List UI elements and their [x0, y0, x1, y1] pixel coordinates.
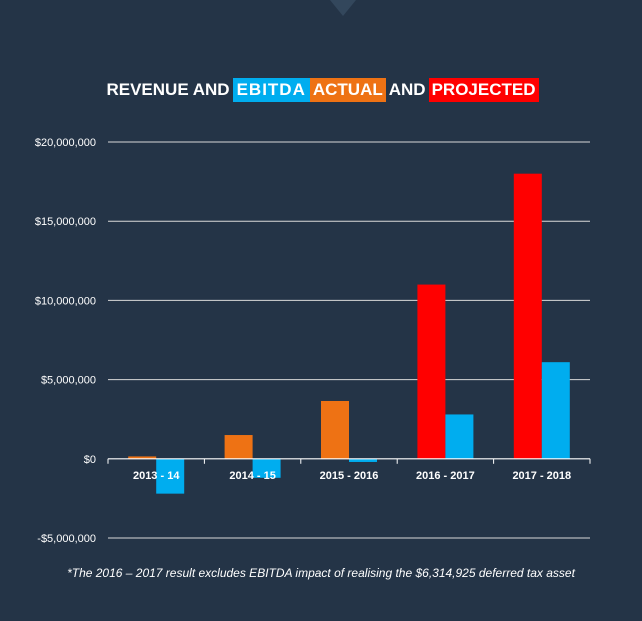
title-actual-highlight: ACTUAL — [309, 78, 386, 102]
chart-title: REVENUE AND EBITDA ACTUAL AND PROJECTED — [0, 78, 642, 102]
y-tick-label: -$5,000,000 — [37, 533, 96, 545]
y-tick-label: $15,000,000 — [35, 216, 96, 228]
ebitda-bar — [445, 414, 474, 459]
top-notch-decoration — [330, 0, 356, 16]
x-category-label: 2015 - 2016 — [320, 470, 379, 482]
ebitda-bar — [349, 458, 377, 462]
footnote: *The 2016 – 2017 result excludes EBITDA … — [67, 566, 575, 580]
x-category-label: 2014 - 15 — [229, 470, 275, 482]
revenue-bar — [128, 456, 157, 459]
title-revenue-and: REVENUE AND — [106, 80, 230, 99]
y-tick-label: $5,000,000 — [41, 375, 96, 387]
revenue-bar — [321, 400, 349, 459]
y-tick-label: $10,000,000 — [35, 295, 96, 307]
revenue-bar — [513, 173, 542, 459]
y-tick-label: $0 — [84, 454, 96, 466]
x-category-label: 2016 - 2017 — [416, 470, 475, 482]
y-tick-label: $20,000,000 — [35, 137, 96, 149]
ebitda-bar — [252, 458, 281, 478]
x-category-label: 2013 - 14 — [133, 470, 180, 482]
title-and: AND — [388, 80, 426, 99]
x-category-label: 2017 - 2018 — [512, 470, 571, 482]
revenue-bar — [417, 284, 446, 459]
title-ebitda-highlight: EBITDA — [232, 78, 310, 102]
revenue-bar — [224, 435, 253, 459]
ebitda-bar — [156, 458, 185, 494]
ebitda-bar — [541, 362, 570, 459]
title-projected-highlight: PROJECTED — [428, 78, 539, 102]
